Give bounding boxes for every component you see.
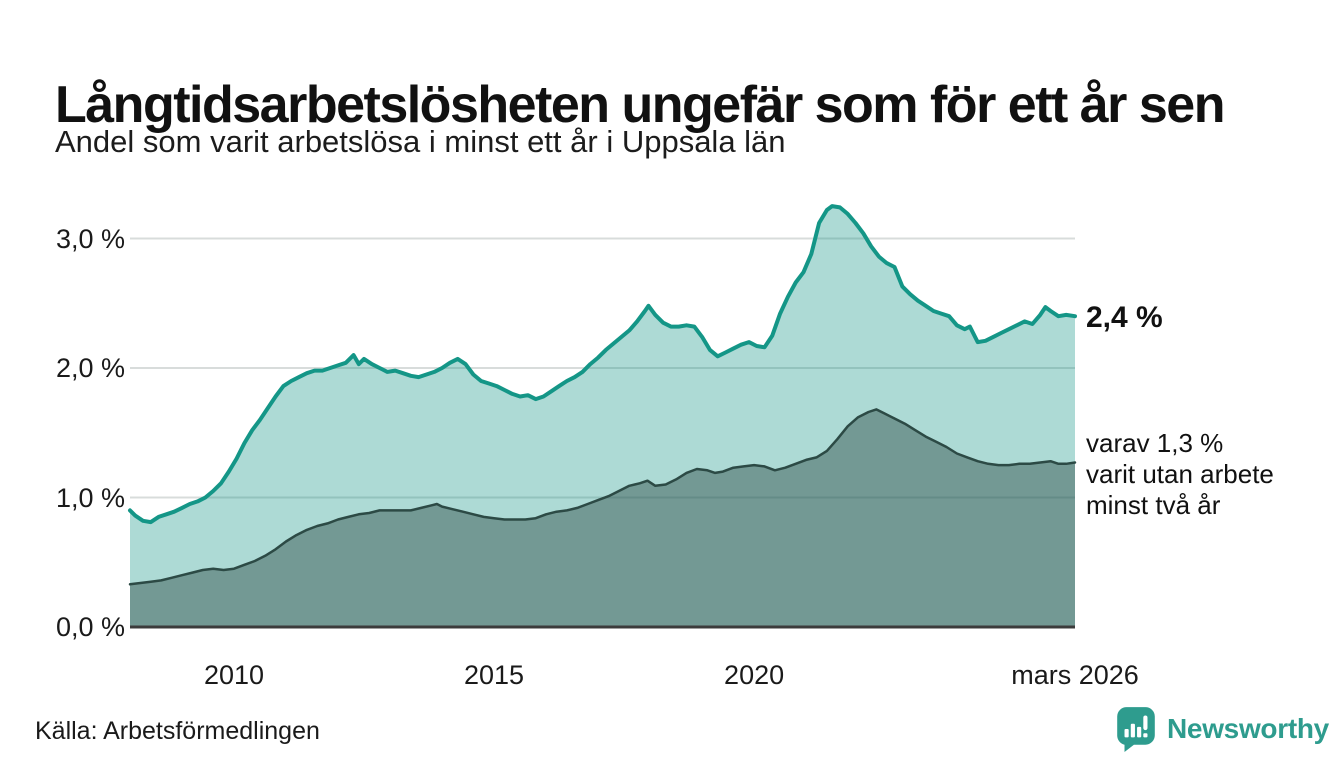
x-axis-tick-label: mars 2026 (1011, 660, 1139, 690)
newsworthy-logo: Newsworthy (1115, 705, 1329, 752)
page-title: Långtidsarbetslösheten ungefär som för e… (55, 75, 1225, 134)
x-axis-tick-label: 2020 (724, 660, 785, 690)
y-axis-tick-label: 2,0 % (55, 353, 125, 383)
x-axis-tick-label: 2015 (464, 660, 525, 690)
breakdown-line: varit utan arbete (1086, 459, 1274, 489)
x-axis-tick-label: 2010 (203, 660, 265, 690)
latest-value-label: 2,4 % (1086, 301, 1163, 335)
breakdown-line: varav 1,3 % (1086, 428, 1224, 458)
breakdown-annotation: varav 1,3 % varit utan arbete minst två år (1086, 428, 1274, 521)
newsworthy-wordmark: Newsworthy (1167, 712, 1329, 744)
two-year-area-fill (130, 409, 1075, 627)
y-axis-tick-label: 3,0 % (55, 223, 125, 254)
breakdown-line: minst två år (1086, 490, 1221, 520)
source-note: Källa: Arbetsförmedlingen (35, 717, 320, 745)
y-axis-tick-label: 0,0 % (55, 612, 125, 642)
total-line (128, 204, 1077, 525)
page-subtitle: Andel som varit arbetslösa i minst ett å… (55, 124, 786, 159)
two-year-line (128, 408, 1077, 586)
newsworthy-logo-icon (1117, 707, 1155, 752)
y-axis-tick-label: 1,0 % (55, 482, 125, 513)
total-area-fill (130, 206, 1075, 627)
